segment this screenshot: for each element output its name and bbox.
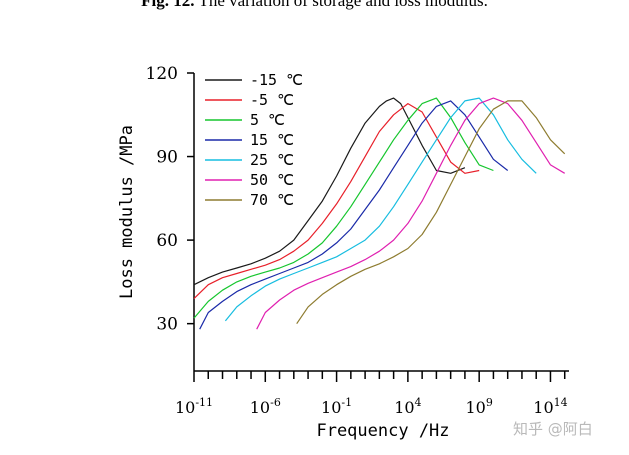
watermark: 知乎 @阿白 (513, 420, 593, 438)
series-line (256, 97, 566, 330)
legend-label: 5 ℃ (250, 111, 285, 129)
y-tick-label: 60 (156, 231, 178, 251)
figure-caption: Fig. 12. The variation of storage and lo… (0, 0, 629, 11)
x-tick-label: 1014 (533, 396, 567, 417)
figure-caption-label: Fig. 12. (141, 0, 195, 10)
x-tick-label-base: 10 (250, 398, 270, 417)
y-tick-label: 120 (146, 64, 178, 84)
x-tick-label-base: 10 (321, 398, 341, 417)
series-line (193, 103, 480, 300)
series-line (193, 97, 494, 319)
series-line (224, 97, 537, 322)
x-tick-label-base: 10 (175, 398, 195, 417)
x-tick-label: 104 (394, 396, 421, 417)
x-tick-label-exponent: 14 (554, 396, 568, 409)
y-tick-label: 30 (156, 315, 178, 335)
x-tick-label-base: 10 (533, 398, 553, 417)
x-tick-label-exponent: 9 (486, 396, 493, 409)
x-tick-label-base: 10 (394, 398, 414, 417)
x-tick-label-exponent: -11 (195, 396, 213, 409)
legend-label: 70 ℃ (250, 191, 294, 209)
legend-label: -15 ℃ (250, 71, 303, 89)
x-tick-label: 10-11 (175, 396, 213, 417)
legend-label: 25 ℃ (250, 151, 294, 169)
y-axis-title: Loss modulus /MPa (117, 125, 137, 299)
x-tick-label: 10-6 (250, 396, 281, 417)
x-tick-label: 109 (465, 396, 492, 417)
series-line (296, 100, 566, 325)
x-tick-label-exponent: -1 (341, 396, 352, 409)
series-line (193, 97, 466, 286)
x-tick-label-exponent: 4 (415, 396, 422, 409)
x-tick-label-exponent: -6 (270, 396, 281, 409)
x-axis-title: Frequency /Hz (316, 421, 449, 441)
series-line (199, 100, 509, 330)
legend-label: 15 ℃ (250, 131, 294, 149)
legend-label: -5 ℃ (250, 91, 294, 109)
x-tick-label-base: 10 (465, 398, 485, 417)
y-tick-label: 90 (156, 148, 178, 168)
figure-caption-text: The variation of storage and loss modulu… (198, 0, 488, 10)
x-tick-label: 10-1 (321, 396, 352, 417)
legend-label: 50 ℃ (250, 171, 294, 189)
